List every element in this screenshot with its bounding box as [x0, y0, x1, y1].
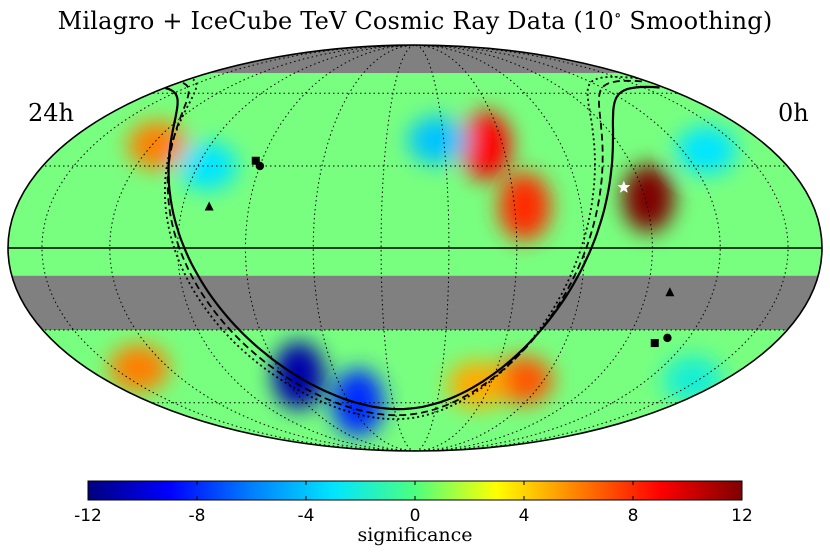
heat-blob	[493, 356, 554, 405]
meridian-line	[380, 45, 416, 451]
marker-square	[650, 339, 659, 348]
no-coverage-band	[8, 275, 822, 331]
marker-circle	[663, 333, 672, 343]
colorbar-tick-label: 8	[628, 506, 639, 526]
heat-blob	[498, 172, 551, 241]
marker-triangle	[204, 201, 214, 211]
chart-title: Milagro + IceCube TeV Cosmic Ray Data (1…	[57, 6, 773, 35]
ra-left-label: 24h	[28, 99, 74, 127]
curve-dotted	[164, 75, 638, 421]
marker-star	[617, 180, 631, 193]
heat-blob	[622, 164, 675, 233]
heat-blob	[407, 116, 468, 165]
colorbar-tick-label: -12	[74, 506, 102, 526]
heat-blob	[272, 341, 325, 410]
colorbar-tick-label: 0	[410, 506, 421, 526]
colorbar-tick-label: -8	[189, 506, 206, 526]
meridian-line	[414, 45, 789, 451]
curve-dashed	[166, 79, 642, 417]
colorbar-tick-label: 4	[519, 506, 530, 526]
marker-square	[251, 156, 260, 165]
marker-triangle	[665, 287, 675, 297]
marker-circle	[255, 161, 265, 171]
meridian-line	[41, 45, 416, 451]
colorbar-label: significance	[357, 524, 472, 546]
colorbar-tick-label: 12	[731, 506, 753, 526]
colorbar-tick-label: -4	[298, 506, 315, 526]
heat-blob	[459, 111, 512, 180]
ra-right-label: 0h	[778, 99, 809, 127]
heat-blob	[108, 344, 169, 393]
